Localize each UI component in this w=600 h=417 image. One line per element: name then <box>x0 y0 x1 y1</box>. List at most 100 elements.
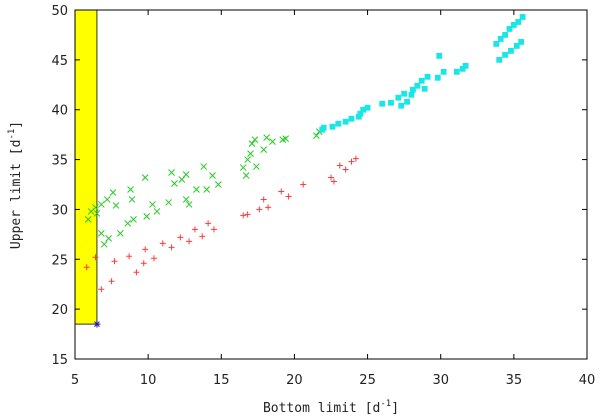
point-plus-25 <box>300 181 307 188</box>
point-x-5 <box>97 230 105 237</box>
point-x-2 <box>92 204 99 211</box>
point-x-30 <box>209 172 216 179</box>
point-x-26 <box>185 201 193 208</box>
point-square-30 <box>502 32 508 38</box>
point-square-16 <box>408 91 415 98</box>
y-tick-label: 20 <box>51 303 68 318</box>
point-plus-7 <box>140 260 147 267</box>
shaded-region-layer <box>74 9 98 325</box>
point-x-31 <box>215 181 222 188</box>
point-x-10 <box>112 202 120 209</box>
point-square-20 <box>421 85 428 92</box>
y-tick-label: 50 <box>51 4 68 19</box>
point-plus-11 <box>168 244 175 251</box>
point-x-34 <box>244 156 251 163</box>
point-square-25 <box>453 68 460 75</box>
point-plus-30 <box>348 158 355 165</box>
point-square-5 <box>348 115 355 122</box>
y-axis-label-text: Upper limit [d <box>9 140 24 250</box>
x-tick-label: 15 <box>213 373 230 388</box>
point-x-20 <box>165 199 172 206</box>
point-square-35 <box>496 56 503 63</box>
point-square-18 <box>414 82 421 89</box>
ticks-layer: 5 10 15 20 25 30 35 40 15 20 25 30 35 40 45 50 <box>51 4 595 388</box>
point-plus-29 <box>342 166 349 173</box>
point-plus-3 <box>108 278 115 285</box>
point-plus-2 <box>98 286 105 293</box>
point-plus-4 <box>111 258 118 265</box>
point-x-14 <box>128 196 136 203</box>
x-axis-label-exponent: -1 <box>380 399 391 409</box>
point-square-10 <box>379 100 386 107</box>
point-plus-31 <box>352 155 359 162</box>
point-x-32 <box>239 164 247 171</box>
point-x-36 <box>248 140 256 147</box>
point-square-15 <box>404 98 410 105</box>
point-square-7 <box>357 110 364 117</box>
point-plus-21 <box>260 196 267 203</box>
point-plus-6 <box>133 269 140 276</box>
point-plus-10 <box>159 240 166 247</box>
x-axis-label-end: ] <box>391 401 399 416</box>
point-square-34 <box>519 14 526 20</box>
point-x-11 <box>116 230 124 237</box>
point-plus-23 <box>278 188 285 195</box>
point-star-0 <box>93 320 101 328</box>
point-x-27 <box>193 186 200 193</box>
y-axis-label-end: ] <box>9 121 24 129</box>
point-x-8 <box>103 196 111 203</box>
x-tick-label: 20 <box>286 373 303 388</box>
y-axis-label: Upper limit [d-1] <box>7 121 24 249</box>
point-square-13 <box>401 90 408 97</box>
point-plus-27 <box>330 178 337 185</box>
point-square-2 <box>329 123 336 130</box>
point-x-21 <box>168 169 175 176</box>
point-plus-12 <box>177 234 184 241</box>
point-x-6 <box>100 240 108 248</box>
point-square-22 <box>434 74 441 81</box>
point-square-9 <box>364 104 371 111</box>
point-x-12 <box>124 220 132 227</box>
plot-background <box>75 10 587 359</box>
point-square-4 <box>342 118 349 125</box>
point-square-27 <box>462 62 469 69</box>
point-square-21 <box>424 73 431 80</box>
point-x-3 <box>93 210 101 217</box>
point-x-9 <box>109 189 117 196</box>
point-x-43 <box>282 135 290 142</box>
x-tick-label: 35 <box>506 373 523 388</box>
point-square-14 <box>398 102 405 109</box>
y-tick-label: 30 <box>51 203 68 218</box>
point-x-0 <box>84 216 92 223</box>
point-x-4 <box>97 201 105 208</box>
y-tick-label: 40 <box>51 104 68 119</box>
point-x-19 <box>153 208 161 215</box>
point-square-3 <box>335 120 342 127</box>
point-square-17 <box>410 86 416 93</box>
x-tick-label: 25 <box>359 373 376 388</box>
point-plus-14 <box>191 226 198 233</box>
point-x-33 <box>242 172 250 179</box>
x-axis-label: Bottom limit [d-1] <box>263 399 399 416</box>
y-tick-label: 35 <box>51 154 68 169</box>
point-square-36 <box>502 51 508 58</box>
point-plus-0 <box>83 264 90 271</box>
point-x-18 <box>149 201 156 208</box>
x-axis-label-text: Bottom limit [d <box>263 401 380 416</box>
y-tick-label: 25 <box>51 253 68 268</box>
point-plus-20 <box>256 206 263 213</box>
point-plus-13 <box>186 238 193 245</box>
point-plus-17 <box>210 226 217 233</box>
point-x-17 <box>141 174 149 181</box>
point-square-39 <box>518 39 525 45</box>
point-square-23 <box>440 68 447 75</box>
point-square-38 <box>513 42 520 49</box>
y-tick-label: 45 <box>51 54 68 69</box>
point-x-38 <box>251 136 259 143</box>
point-plus-1 <box>92 254 99 261</box>
point-square-29 <box>497 36 504 42</box>
x-tick-label: 40 <box>579 373 596 388</box>
point-square-28 <box>493 41 500 47</box>
point-square-33 <box>515 19 522 25</box>
